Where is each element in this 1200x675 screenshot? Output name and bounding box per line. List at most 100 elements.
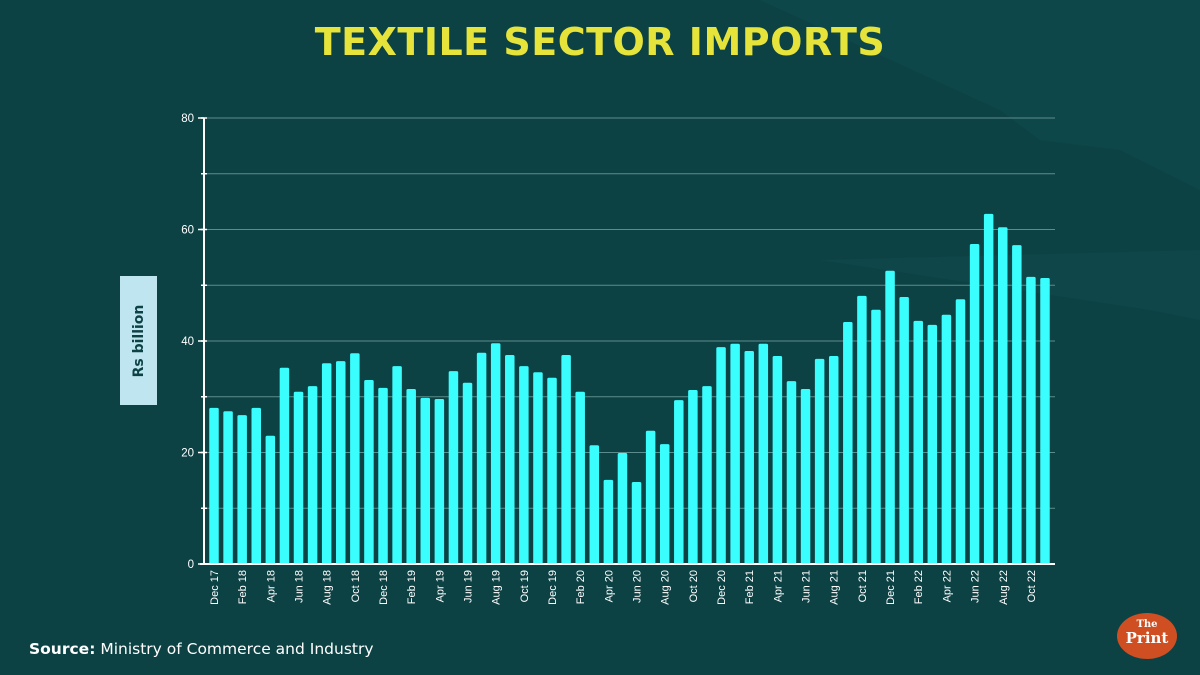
source-note: Source: Ministry of Commerce and Industr… xyxy=(29,640,374,658)
bar-jun-22 xyxy=(969,244,980,564)
x-tick-label: Aug 20 xyxy=(660,570,672,605)
y-tick-label: 20 xyxy=(181,448,194,460)
bar-sep-20 xyxy=(674,400,684,564)
bar-jun-21 xyxy=(800,388,811,564)
x-tick-label: Oct 19 xyxy=(519,570,531,602)
bar-aug-20 xyxy=(659,444,670,564)
bar-jul-19 xyxy=(476,352,487,564)
bar-jan-21 xyxy=(730,343,740,564)
x-tick-label: Dec 17 xyxy=(209,570,221,605)
x-tick-label: Oct 21 xyxy=(857,570,869,602)
bar-dec-21 xyxy=(885,270,895,564)
source-label: Source: xyxy=(29,640,96,658)
bar-feb-18 xyxy=(237,415,247,564)
bar-mar-21 xyxy=(758,343,769,564)
bar-oct-22 xyxy=(1026,276,1036,564)
bar-oct-18 xyxy=(350,353,360,564)
bar-feb-20 xyxy=(575,391,585,564)
bar-sep-19 xyxy=(505,354,515,564)
bar-nov-19 xyxy=(533,372,543,564)
x-tick-label: Feb 21 xyxy=(744,570,756,604)
bar-may-20 xyxy=(617,453,628,564)
y-tick-label: 80 xyxy=(181,113,194,125)
logo-line-2: Print xyxy=(1125,629,1169,647)
bar-feb-21 xyxy=(744,351,754,564)
bar-aug-21 xyxy=(828,356,839,564)
bar-dec-20 xyxy=(716,347,726,564)
x-axis: Dec 17 Feb 18 Apr 18 Jun 18 Aug 18 Oct 18 Dec … xyxy=(200,563,1055,605)
x-tick-label: Aug 19 xyxy=(491,570,503,605)
x-tick-label: Dec 20 xyxy=(716,570,728,605)
bar-sep-22 xyxy=(1012,245,1022,565)
bar-jan-22 xyxy=(899,296,909,564)
bar-may-22 xyxy=(955,299,966,564)
bar-jun-20 xyxy=(631,482,642,564)
logo-line-1: The xyxy=(1136,619,1158,630)
bar-jun-18 xyxy=(293,391,304,564)
y-axis: 0 20 40 60 80 xyxy=(181,113,207,571)
x-tick-label: Apr 19 xyxy=(434,570,446,602)
x-tick-label: Jun 18 xyxy=(294,570,306,603)
bar-jan-18 xyxy=(223,411,233,564)
background-rupee-shape xyxy=(760,0,1200,190)
bar-aug-19 xyxy=(490,343,501,564)
bar-apr-22 xyxy=(941,314,952,564)
x-tick-label: Aug 18 xyxy=(322,570,334,605)
x-tick-label: Aug 22 xyxy=(998,570,1010,605)
bar-oct-21 xyxy=(857,295,867,564)
y-tick-label: 40 xyxy=(181,336,194,348)
x-tick-label: Dec 21 xyxy=(885,570,897,605)
bars xyxy=(209,213,1050,565)
grid-lines xyxy=(204,117,1055,509)
x-tick-label: Apr 18 xyxy=(265,570,277,602)
x-tick-label: Feb 22 xyxy=(913,570,925,604)
bar-aug-22 xyxy=(998,227,1008,564)
bar-sep-18 xyxy=(336,361,346,564)
theprint-logo: The Print xyxy=(1117,613,1177,659)
source-text: Ministry of Commerce and Industry xyxy=(100,640,374,658)
x-tick-label: Apr 22 xyxy=(941,570,953,602)
bar-jun-19 xyxy=(462,382,473,564)
x-tick-label: Jun 19 xyxy=(463,570,475,603)
bar-apr-18 xyxy=(265,435,276,564)
y-tick-label: 0 xyxy=(188,559,194,571)
bar-jul-18 xyxy=(307,386,318,564)
bar-jan-20 xyxy=(561,354,571,564)
x-tick-label: Oct 18 xyxy=(350,570,362,602)
bar-jul-21 xyxy=(814,358,825,564)
x-tick-label: Feb 19 xyxy=(406,570,418,604)
x-tick-label: Jun 22 xyxy=(970,570,982,603)
bar-apr-20 xyxy=(603,479,614,564)
x-tick-label: Feb 18 xyxy=(237,570,249,604)
bar-mar-20 xyxy=(589,445,600,564)
bar-nov-21 xyxy=(871,309,881,564)
y-tick-label: 60 xyxy=(181,225,194,237)
bar-feb-22 xyxy=(913,320,923,564)
x-tick-label: Oct 20 xyxy=(688,570,700,602)
bar-aug-18 xyxy=(321,363,332,564)
x-tick-label: Dec 18 xyxy=(378,570,390,605)
bar-may-18 xyxy=(279,367,290,564)
bar-apr-21 xyxy=(772,356,783,564)
bar-mar-18 xyxy=(251,407,261,564)
x-tick-label: Jun 20 xyxy=(632,570,644,603)
x-tick-label: Oct 22 xyxy=(1026,570,1038,602)
x-tick-label: Apr 20 xyxy=(603,570,615,602)
x-tick-label: Apr 21 xyxy=(772,570,784,602)
y-axis-label-box: Rs billion xyxy=(120,276,157,405)
bar-mar-22 xyxy=(927,324,938,564)
chart-title: TEXTILE SECTOR IMPORTS xyxy=(314,20,886,64)
bar-dec-18 xyxy=(378,387,388,564)
bar-dec-17 xyxy=(209,407,219,564)
bar-jul-20 xyxy=(645,430,656,564)
x-tick-label: Aug 21 xyxy=(829,570,841,605)
bar-apr-19 xyxy=(434,398,445,564)
bar-sep-21 xyxy=(843,322,853,564)
bar-nov-18 xyxy=(364,380,374,564)
bar-dec-19 xyxy=(547,377,557,564)
bar-oct-20 xyxy=(688,390,698,564)
x-tick-label: Feb 20 xyxy=(575,570,587,604)
x-tick-label: Dec 19 xyxy=(547,570,559,605)
bar-oct-19 xyxy=(519,366,529,564)
